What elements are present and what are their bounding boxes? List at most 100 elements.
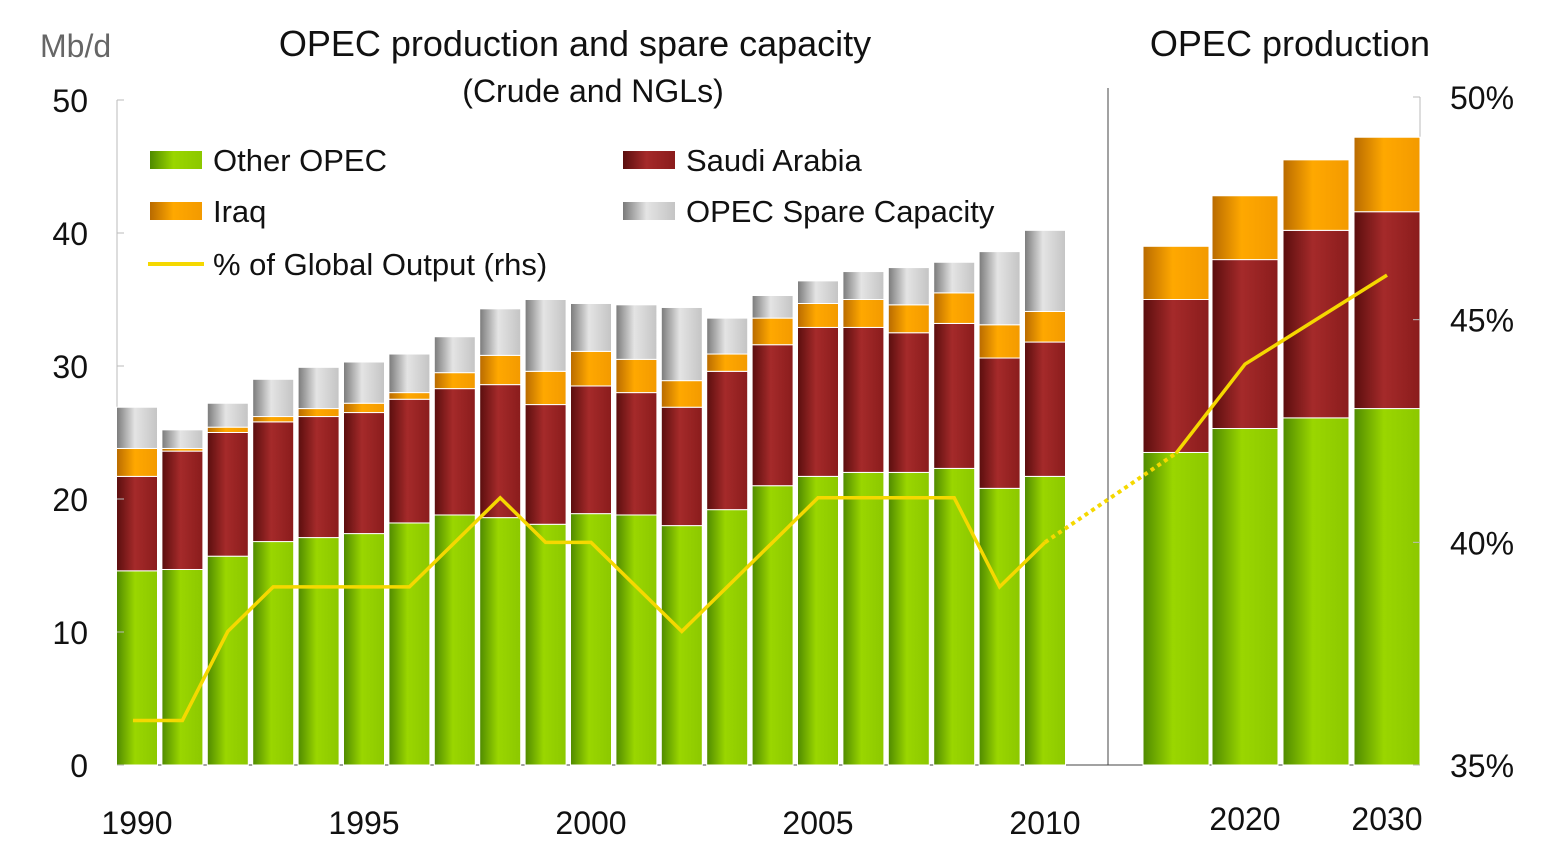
bar-opec-spare-capacity-2004	[752, 296, 793, 319]
bar-saudi-arabia-2001	[616, 393, 657, 515]
y2-tick-label: 50%	[1450, 80, 1514, 116]
bar-opec-spare-capacity-1992	[207, 403, 248, 427]
bar-saudi-arabia-2025	[1283, 230, 1349, 418]
bar-saudi-arabia-1990	[117, 476, 158, 570]
bar-saudi-arabia-1991	[162, 451, 203, 569]
bar-opec-spare-capacity-2009	[979, 252, 1020, 325]
bar-iraq-1998	[480, 355, 521, 384]
y2-tick-label: 40%	[1450, 525, 1514, 561]
bar-iraq-2025	[1283, 160, 1349, 230]
legend-swatch-iraq	[150, 202, 202, 220]
x-tick-label: 2005	[782, 805, 853, 841]
bar-saudi-arabia-2006	[843, 327, 884, 472]
bar-opec-spare-capacity-1996	[389, 354, 430, 393]
bar-opec-spare-capacity-1999	[525, 300, 566, 372]
bar-other-opec-2015	[1143, 452, 1209, 765]
bar-other-opec-2007	[888, 472, 929, 765]
bar-other-opec-2000	[571, 514, 612, 765]
legend: Other OPEC Saudi Arabia Iraq OPEC Spare …	[148, 143, 995, 282]
y-tick-label: 50	[52, 83, 88, 119]
bar-saudi-arabia-2000	[571, 386, 612, 514]
bar-other-opec-2008	[934, 468, 975, 765]
legend-label-global-output: % of Global Output (rhs)	[213, 247, 547, 282]
bar-opec-spare-capacity-2005	[798, 281, 839, 304]
legend-swatch-other-opec	[150, 151, 202, 169]
bar-opec-spare-capacity-1998	[480, 309, 521, 356]
y-tick-label: 10	[52, 615, 88, 651]
bar-opec-spare-capacity-2002	[661, 307, 702, 380]
bar-saudi-arabia-2005	[798, 327, 839, 476]
bar-opec-spare-capacity-1994	[298, 367, 339, 408]
bar-other-opec-1995	[344, 534, 385, 765]
y-axis-unit: Mb/d	[40, 28, 111, 64]
bar-opec-spare-capacity-2003	[707, 318, 748, 354]
chart-title: OPEC production and spare capacity	[279, 23, 871, 64]
bar-other-opec-1996	[389, 523, 430, 765]
bar-saudi-arabia-1996	[389, 399, 430, 523]
bar-opec-spare-capacity-1991	[162, 430, 203, 449]
bar-saudi-arabia-2007	[888, 333, 929, 473]
bar-iraq-2007	[888, 305, 929, 333]
legend-swatch-saudi-arabia	[623, 151, 675, 169]
chart-subtitle: (Crude and NGLs)	[462, 73, 723, 109]
bar-opec-spare-capacity-1990	[117, 407, 158, 448]
y-tick-label: 20	[52, 482, 88, 518]
legend-label-saudi-arabia: Saudi Arabia	[686, 143, 863, 178]
bar-other-opec-1998	[480, 518, 521, 765]
bar-opec-spare-capacity-2001	[616, 305, 657, 360]
bar-saudi-arabia-2010	[1025, 342, 1066, 476]
bar-saudi-arabia-1999	[525, 405, 566, 525]
bar-other-opec-1993	[253, 542, 294, 765]
bar-saudi-arabia-2015	[1143, 300, 1209, 453]
legend-label-iraq: Iraq	[213, 194, 266, 229]
bar-other-opec-2025	[1283, 418, 1349, 765]
x-tick-label: 2000	[555, 805, 626, 841]
bar-iraq-2005	[798, 303, 839, 327]
bar-opec-spare-capacity-1993	[253, 379, 294, 416]
bar-saudi-arabia-2030	[1354, 212, 1420, 409]
bar-iraq-1993	[253, 417, 294, 422]
legend-label-spare-capacity: OPEC Spare Capacity	[686, 194, 995, 229]
bar-iraq-1992	[207, 427, 248, 432]
bar-opec-spare-capacity-1997	[434, 337, 475, 373]
bar-saudi-arabia-1994	[298, 417, 339, 538]
bar-iraq-2030	[1354, 137, 1420, 211]
bar-opec-spare-capacity-2007	[888, 268, 929, 305]
bar-iraq-2020	[1212, 196, 1278, 260]
bar-iraq-1995	[344, 403, 385, 412]
x-tick-label: 2020	[1209, 801, 1280, 837]
bar-other-opec-1990	[117, 571, 158, 765]
bar-saudi-arabia-1993	[253, 422, 294, 542]
bar-other-opec-2010	[1025, 476, 1066, 765]
bar-iraq-2006	[843, 300, 884, 328]
bar-iraq-2003	[707, 354, 748, 371]
legend-label-other-opec: Other OPEC	[213, 143, 387, 178]
y2-tick-label: 45%	[1450, 303, 1514, 339]
x-tick-label: 1995	[328, 805, 399, 841]
bar-other-opec-2001	[616, 515, 657, 765]
bar-other-opec-1999	[525, 524, 566, 765]
bar-other-opec-2030	[1354, 409, 1420, 765]
bar-other-opec-1991	[162, 569, 203, 765]
bar-saudi-arabia-2009	[979, 358, 1020, 488]
bar-other-opec-2009	[979, 488, 1020, 765]
bar-opec-spare-capacity-1995	[344, 362, 385, 403]
y-tick-label: 30	[52, 349, 88, 385]
bar-iraq-2009	[979, 325, 1020, 358]
bar-opec-spare-capacity-2006	[843, 272, 884, 300]
bar-saudi-arabia-2003	[707, 371, 748, 509]
bar-iraq-2004	[752, 318, 793, 345]
y-tick-label: 0	[70, 748, 88, 784]
bar-iraq-1997	[434, 373, 475, 389]
bar-other-opec-2002	[661, 526, 702, 765]
bar-saudi-arabia-2008	[934, 323, 975, 468]
bar-opec-spare-capacity-2010	[1025, 230, 1066, 311]
bar-other-opec-2006	[843, 472, 884, 765]
bar-iraq-1994	[298, 409, 339, 417]
bar-other-opec-1994	[298, 538, 339, 765]
y-tick-label: 40	[52, 216, 88, 252]
bar-saudi-arabia-2020	[1212, 260, 1278, 429]
bar-iraq-2001	[616, 359, 657, 392]
bar-iraq-2000	[571, 351, 612, 386]
